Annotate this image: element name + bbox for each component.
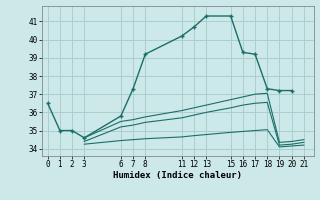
X-axis label: Humidex (Indice chaleur): Humidex (Indice chaleur) (113, 171, 242, 180)
